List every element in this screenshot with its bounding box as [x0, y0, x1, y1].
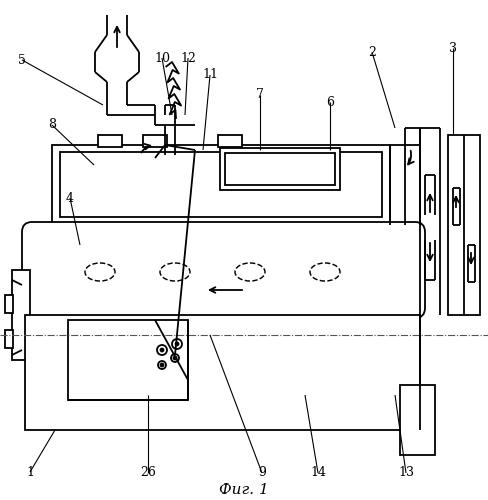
Text: 10: 10 [154, 52, 170, 64]
Circle shape [161, 348, 163, 352]
Ellipse shape [235, 263, 265, 281]
Text: 1: 1 [26, 466, 34, 478]
Text: 13: 13 [398, 466, 414, 479]
Bar [220, 148, 340, 190]
Bar [12, 270, 30, 360]
FancyBboxPatch shape [22, 222, 425, 318]
Ellipse shape [310, 263, 340, 281]
Bar [5, 330, 13, 348]
Bar [448, 135, 480, 315]
Bar [60, 152, 382, 217]
Text: 26: 26 [140, 466, 156, 479]
Bar [218, 135, 242, 147]
Text: 3: 3 [449, 42, 457, 54]
Bar [143, 135, 167, 147]
Text: 4: 4 [66, 192, 74, 204]
Bar [400, 385, 435, 455]
Text: 14: 14 [310, 466, 326, 479]
Text: 11: 11 [202, 68, 218, 82]
Bar [52, 145, 390, 225]
Bar [5, 295, 13, 313]
Circle shape [174, 356, 177, 360]
Bar [25, 315, 420, 430]
Circle shape [192, 147, 198, 153]
Text: 7: 7 [256, 88, 264, 102]
Bar [68, 320, 188, 400]
Text: 12: 12 [180, 52, 196, 64]
Text: 8: 8 [48, 118, 56, 132]
Bar [25, 225, 420, 315]
Circle shape [176, 342, 179, 345]
Circle shape [161, 364, 163, 366]
Bar [98, 135, 122, 147]
Ellipse shape [85, 263, 115, 281]
Text: 2: 2 [368, 46, 376, 59]
Ellipse shape [160, 263, 190, 281]
Text: 5: 5 [18, 54, 26, 66]
Bar [225, 153, 335, 185]
Text: Фиг. 1: Фиг. 1 [219, 483, 269, 497]
Text: 9: 9 [258, 466, 266, 479]
Text: 6: 6 [326, 96, 334, 108]
